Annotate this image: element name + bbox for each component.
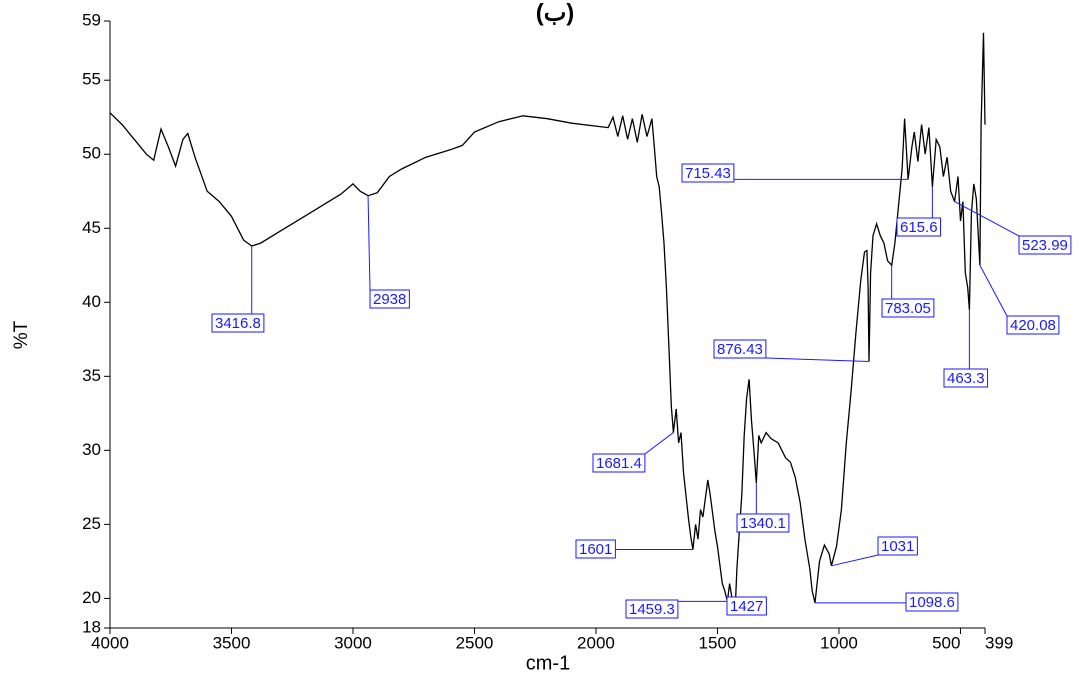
peak-leader xyxy=(644,432,674,455)
y-tick-label: 35 xyxy=(82,366,101,385)
peak-label-box xyxy=(943,368,989,388)
peak-label-box xyxy=(1018,235,1072,255)
peak-label: 1340.1 xyxy=(740,515,786,532)
y-tick-label: 50 xyxy=(82,144,101,163)
y-tick-label: 25 xyxy=(82,514,101,533)
peak-label-box xyxy=(592,453,646,473)
peak-leader xyxy=(954,201,1020,237)
y-tick-label: 40 xyxy=(82,292,101,311)
peak-label-box xyxy=(896,217,942,237)
x-tick-label: 500 xyxy=(932,633,960,652)
peak-label-box xyxy=(713,339,767,359)
peak-label-box xyxy=(575,539,616,559)
x-tick-label: 2000 xyxy=(577,633,615,652)
x-tick-label: 4000 xyxy=(91,633,129,652)
peak-leader xyxy=(831,554,879,567)
peak-label: 1681.4 xyxy=(596,455,642,472)
peak-label: 1427 xyxy=(730,598,763,615)
peak-leader xyxy=(765,357,870,363)
x-tick-label: 3500 xyxy=(213,633,251,652)
peak-label-box xyxy=(681,163,735,183)
peak-label-box xyxy=(1006,315,1060,335)
peak-label: 1031 xyxy=(881,538,914,555)
y-tick-label: 20 xyxy=(82,588,101,607)
peak-label: 1601 xyxy=(579,541,612,558)
x-tick-label: 2500 xyxy=(456,633,494,652)
peak-label: 783.05 xyxy=(885,300,931,317)
peak-label: 1459.3 xyxy=(629,601,675,618)
y-tick-label: 59 xyxy=(82,10,101,29)
peak-label: 715.43 xyxy=(685,165,731,182)
peak-label-box xyxy=(905,592,959,612)
peak-label: 2938 xyxy=(373,291,406,308)
x-axis-label: cm-1 xyxy=(526,652,570,674)
peak-label-box xyxy=(726,596,767,616)
peak-label: 876.43 xyxy=(717,341,763,358)
peak-label-box xyxy=(211,313,265,333)
peak-label: 463.3 xyxy=(947,370,985,387)
x-tick-label: 399 xyxy=(985,633,1013,652)
peak-label: 523.99 xyxy=(1022,237,1068,254)
peak-leader xyxy=(367,195,371,291)
x-tick-label: 3000 xyxy=(334,633,372,652)
peak-label-box xyxy=(877,536,918,556)
peak-label-box xyxy=(369,289,410,309)
y-tick-label: 55 xyxy=(82,70,101,89)
peak-label-box xyxy=(625,599,679,619)
peak-label: 3416.8 xyxy=(215,315,261,332)
chart-title: (ب) xyxy=(536,0,575,26)
peak-label: 615.6 xyxy=(900,219,938,236)
peak-label: 420.08 xyxy=(1010,317,1056,334)
peak-label: 1098.6 xyxy=(909,594,955,611)
y-axis-label: %T xyxy=(11,320,32,349)
x-tick-label: 1500 xyxy=(699,633,737,652)
y-tick-label: 45 xyxy=(82,218,101,237)
peak-label-box xyxy=(881,298,935,318)
peak-leader xyxy=(979,265,1008,317)
peak-label-box xyxy=(736,513,790,533)
y-tick-label: 30 xyxy=(82,440,101,459)
x-tick-label: 1000 xyxy=(820,633,858,652)
y-tick-label: 18 xyxy=(82,617,101,636)
